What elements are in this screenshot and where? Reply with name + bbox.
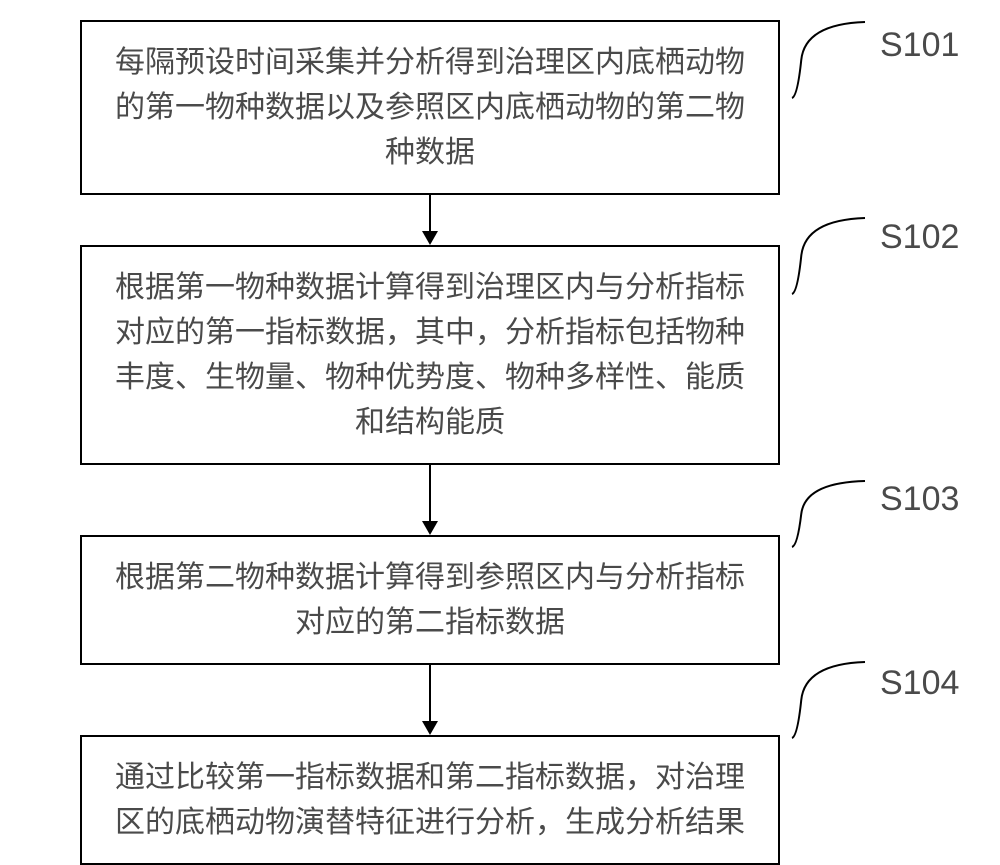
step-box-s101: 每隔预设时间采集并分析得到治理区内底栖动物的第一物种数据以及参照区内底栖动物的第… [80,20,780,195]
step-box-s103: 根据第二物种数据计算得到参照区内与分析指标对应的第二指标数据 [80,535,780,665]
step-text: 每隔预设时间采集并分析得到治理区内底栖动物的第一物种数据以及参照区内底栖动物的第… [115,46,745,169]
arrow-head-icon [422,721,438,735]
arrow-line [429,195,431,231]
step-label-s101: S101 [880,26,959,65]
arrow-s103-s104 [422,665,438,735]
brace-icon-s102 [790,216,865,296]
brace-icon-s103 [790,479,865,549]
step-box-s102: 根据第一物种数据计算得到治理区内与分析指标对应的第一指标数据，其中，分析指标包括… [80,245,780,465]
brace-icon-s104 [790,660,865,740]
step-label-s104: S104 [880,664,959,703]
brace-icon-s101 [790,20,865,100]
step-box-s104: 通过比较第一指标数据和第二指标数据，对治理区的底栖动物演替特征进行分析，生成分析… [80,735,780,865]
flowchart-container: 每隔预设时间采集并分析得到治理区内底栖动物的第一物种数据以及参照区内底栖动物的第… [80,20,780,865]
arrow-line [429,665,431,721]
step-text: 根据第二物种数据计算得到参照区内与分析指标对应的第二指标数据 [115,561,745,639]
arrow-head-icon [422,521,438,535]
arrow-s101-s102 [422,195,438,245]
arrow-head-icon [422,231,438,245]
step-label-s103: S103 [880,480,959,519]
step-label-s102: S102 [880,218,959,257]
arrow-line [429,465,431,521]
step-text: 通过比较第一指标数据和第二指标数据，对治理区的底栖动物演替特征进行分析，生成分析… [115,761,745,839]
arrow-s102-s103 [422,465,438,535]
step-text: 根据第一物种数据计算得到治理区内与分析指标对应的第一指标数据，其中，分析指标包括… [115,271,745,439]
